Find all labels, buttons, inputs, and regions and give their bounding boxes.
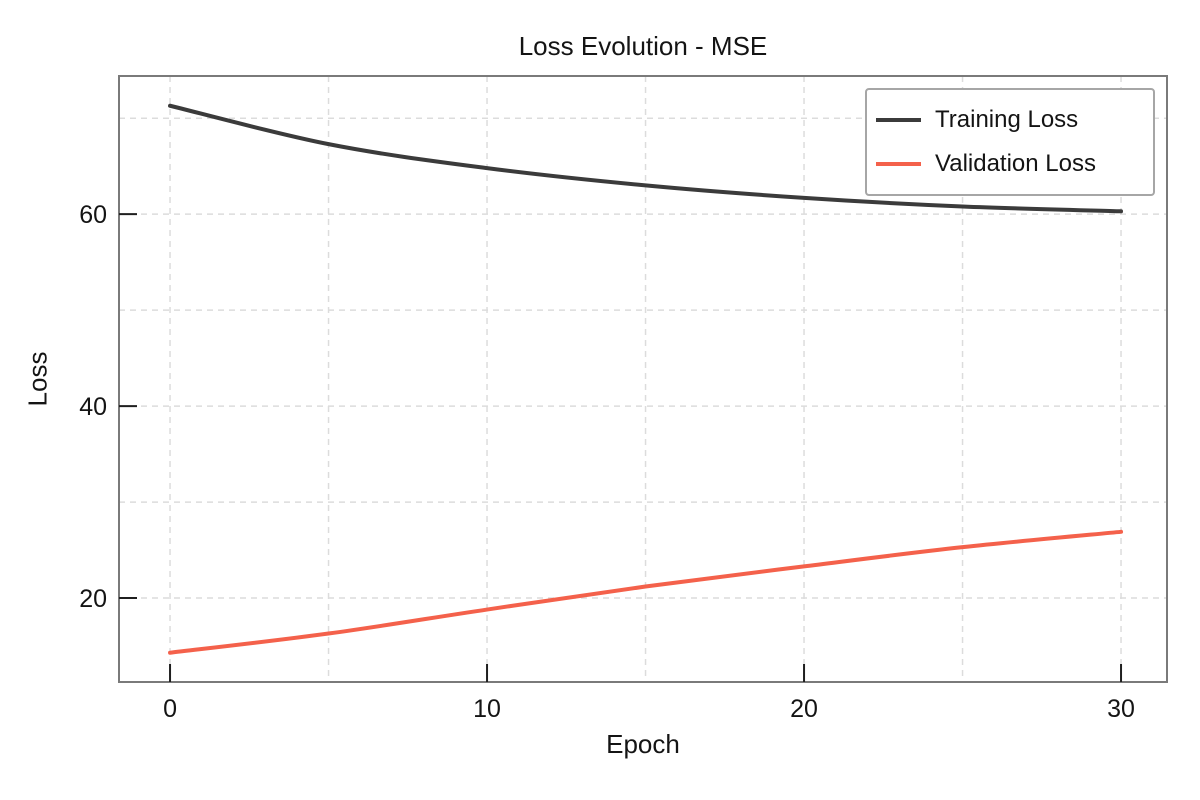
legend-swatch-training (876, 118, 921, 122)
x-tick-label: 20 (790, 695, 818, 723)
series-line-0 (168, 103, 1124, 214)
x-tick-label: 30 (1107, 695, 1135, 723)
axes-spines (118, 75, 1168, 683)
x-tick-label: 10 (473, 695, 501, 723)
legend-swatch-validation (876, 162, 921, 166)
legend-label-validation: Validation Loss (935, 150, 1096, 177)
y-tick-label: 20 (79, 585, 107, 613)
chart-title: Loss Evolution - MSE (518, 31, 768, 61)
y-axis-label: Loss (22, 351, 53, 407)
legend-item-training: Training Loss (876, 98, 1143, 142)
y-tick-label: 40 (79, 393, 107, 421)
x-tick-label: 0 (163, 695, 177, 723)
legend-item-validation: Validation Loss (876, 142, 1143, 186)
legend-label-training: Training Loss (935, 106, 1079, 133)
x-axis-label: Epoch (606, 729, 680, 759)
legend: Training Loss Validation Loss (865, 88, 1155, 196)
y-tick-label: 60 (79, 201, 107, 229)
series-line-1 (168, 529, 1124, 655)
